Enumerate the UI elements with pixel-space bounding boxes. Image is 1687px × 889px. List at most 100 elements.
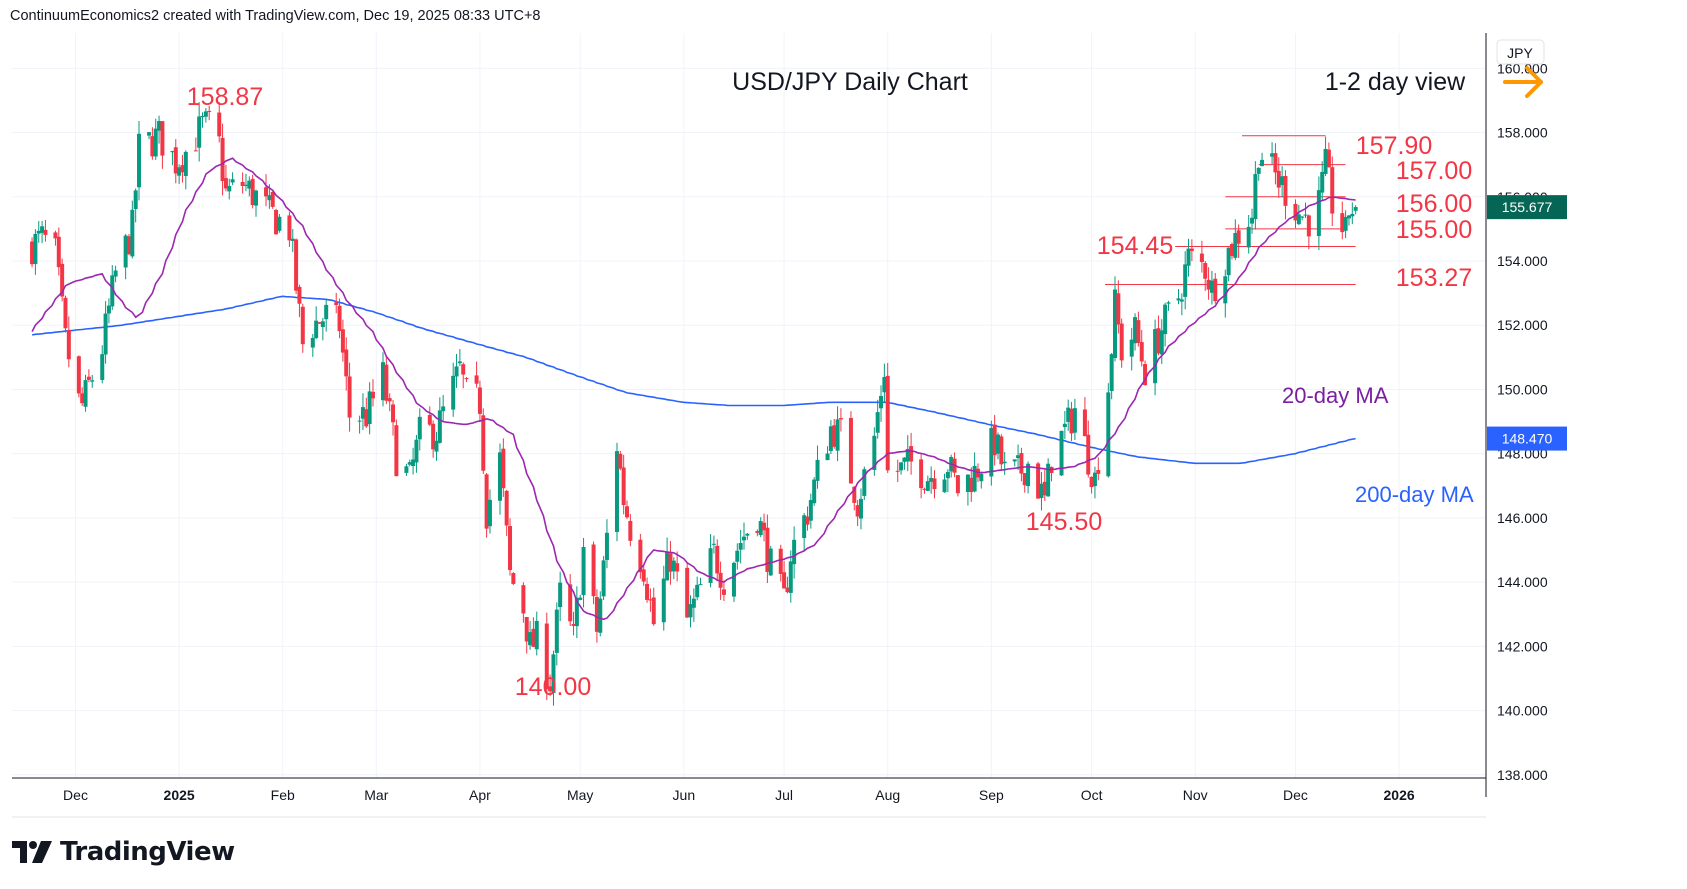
candle [511,572,516,586]
y-tick-label: 138.000 [1497,767,1548,783]
candle [484,472,489,538]
price-axis: 160.000158.000156.000154.000152.000150.0… [1497,60,1548,782]
candle [671,557,676,580]
candle [1002,451,1007,475]
candle [872,427,877,476]
candle [130,200,135,259]
candle [581,537,586,608]
candle [504,489,509,536]
candle [668,541,673,585]
candle [1233,219,1238,261]
footer: TradingView [12,836,235,868]
candle [417,408,422,451]
y-tick-label: 152.000 [1497,317,1548,333]
candle [992,414,997,466]
candle [1092,466,1097,499]
candle [243,173,248,192]
ma200-layer [31,295,1356,465]
candle [1350,202,1355,225]
candle [1280,166,1285,198]
candle [768,545,773,576]
candle [76,355,81,398]
candle [250,174,255,209]
candle [972,452,977,493]
chart-grid [12,33,1486,778]
ma200-price-badge: 148.470 [1487,426,1567,451]
candle [828,420,833,455]
candles-layer [30,102,1358,706]
candle [571,611,576,636]
candle [1069,401,1074,442]
ma200-label: 200-day MA [1355,482,1474,507]
candle [287,211,292,247]
candle [1293,199,1298,229]
candle [1346,215,1351,226]
candle [220,123,225,196]
level-annotation-158-87: 158.87 [187,83,263,111]
candle [367,382,372,435]
candle [1273,143,1278,185]
candle [427,406,432,427]
candle [1199,240,1204,273]
candle [788,550,793,603]
candle [133,188,138,223]
candle [1112,276,1117,362]
candle [802,512,807,551]
candle [765,514,770,584]
candle [1082,397,1087,437]
candle [838,408,843,432]
candle [855,499,860,526]
x-tick-label: May [567,787,593,803]
current-price-badge: 155.677 [1487,195,1567,220]
level-annotation-153-27: 153.27 [1396,264,1472,292]
candle [183,150,188,190]
candle [758,517,763,538]
candle [1209,270,1214,305]
candle [989,420,994,486]
candle [1353,205,1358,215]
candle [411,447,416,475]
candle [461,362,466,389]
ma20-line [31,157,1356,621]
candle [691,588,696,622]
candle [1303,202,1308,218]
candle [942,473,947,493]
tradingview-logo-icon [12,841,52,863]
candle [481,408,486,474]
candle [334,292,339,314]
x-tick-label: Jul [775,787,793,803]
candle [594,589,599,643]
candle [638,533,643,579]
candle [1163,302,1168,347]
level-annotation-156-00: 156.00 [1396,190,1472,218]
candle [153,118,158,160]
candle [778,544,783,582]
candle [294,238,299,294]
candle [731,561,736,602]
candle [835,406,840,462]
candle [357,415,362,434]
candle [1116,280,1121,334]
candle [1046,458,1051,497]
candle [160,121,165,169]
x-tick-label: Apr [469,787,491,803]
candle [675,551,680,582]
candle [387,393,392,412]
right-arrow-icon [1503,66,1543,98]
candle [825,446,830,461]
y-tick-label: 144.000 [1497,574,1548,590]
candle [391,400,396,436]
ma200-value: 148.470 [1502,431,1553,447]
candle [157,115,162,144]
candle [200,112,205,128]
candle [862,466,867,500]
candle [317,322,322,324]
candle [604,519,609,569]
candle [762,513,767,542]
candle [885,362,890,473]
candle [1226,247,1231,282]
x-tick-label: Dec [1283,787,1308,803]
ma20-layer [31,157,1356,621]
level-annotation-145-50: 145.50 [1026,508,1102,536]
